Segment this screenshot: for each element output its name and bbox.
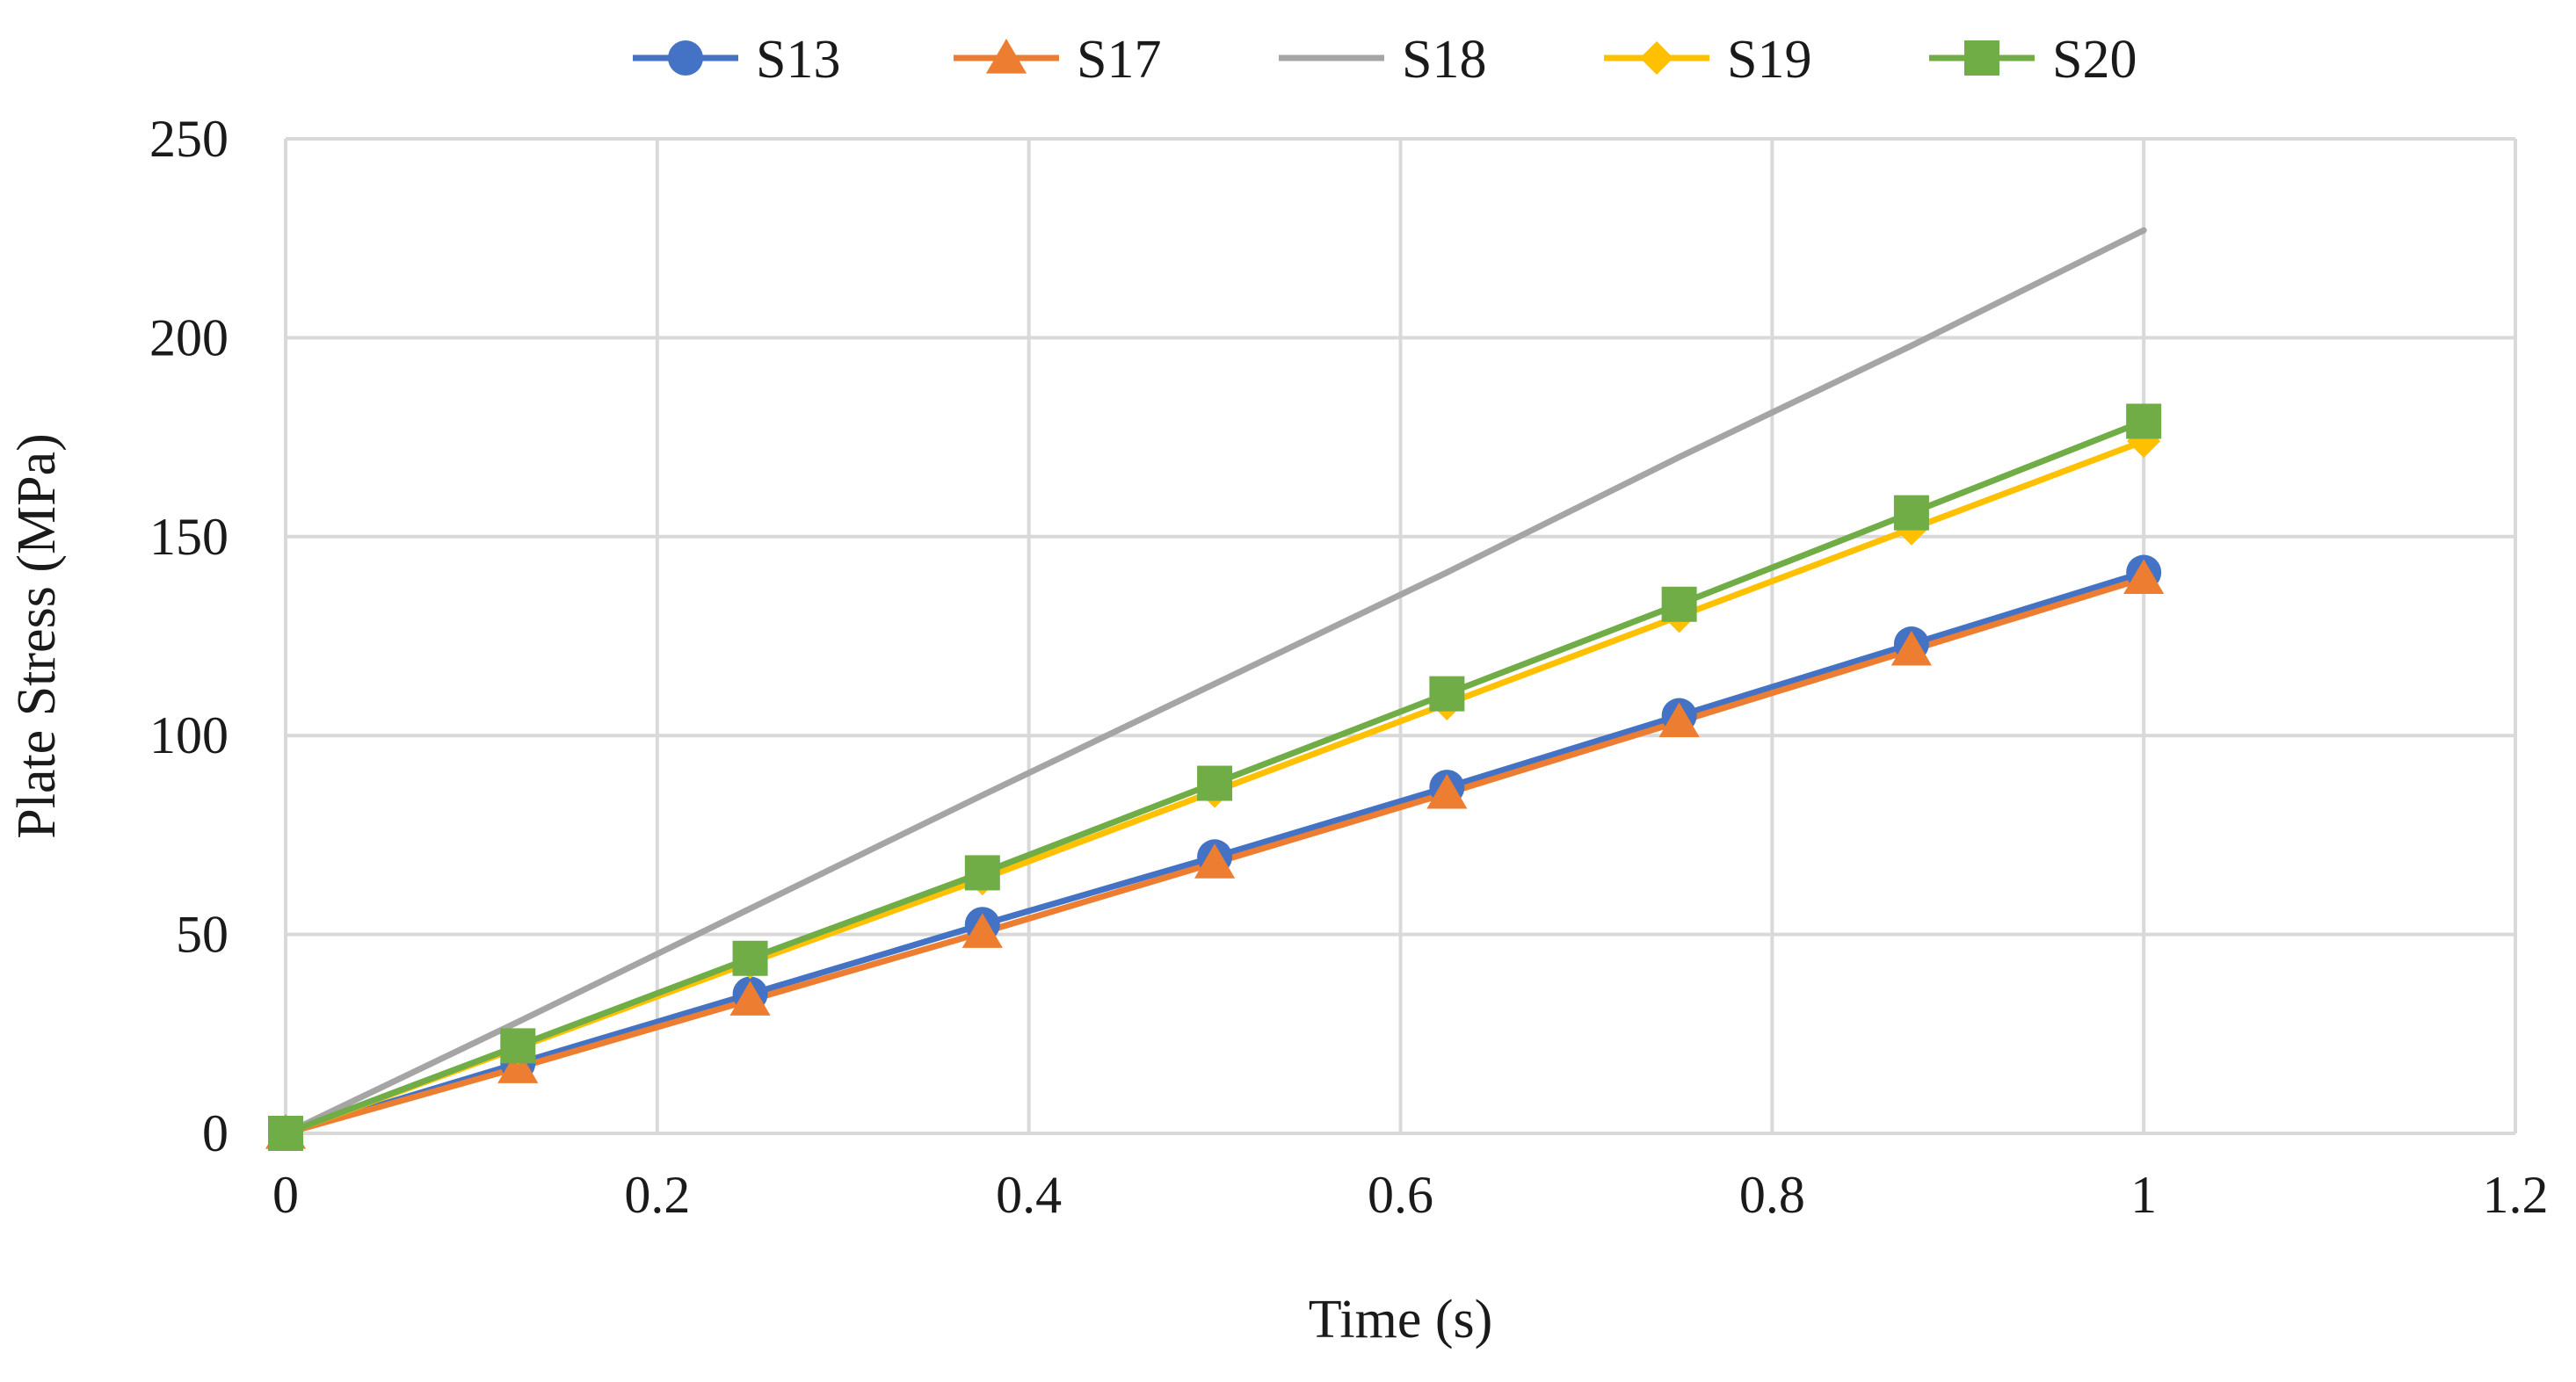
data-point-s20 (500, 1028, 536, 1064)
series-markers (265, 403, 2165, 1151)
legend-item-s18: S18 (1279, 30, 1486, 90)
x-tick-label: 0.8 (1739, 1166, 1805, 1224)
data-point-s20 (1661, 586, 1697, 622)
legend-marker-s20 (1964, 40, 1999, 76)
y-tick-label: 200 (149, 308, 229, 366)
x-tick-label: 0 (272, 1166, 299, 1224)
legend-marker-s13 (668, 40, 703, 76)
legend-label-s18: S18 (1402, 30, 1486, 90)
axes: 0 0.2 0.4 0.6 0.8 1 1.2 0 50 100 150 200 250 (149, 110, 2549, 1224)
y-tick-label: 250 (149, 110, 229, 168)
y-tick-label: 0 (202, 1104, 229, 1162)
data-point-s17 (1890, 630, 1932, 666)
data-point-s17 (497, 1048, 539, 1083)
x-tick-label: 0.2 (624, 1166, 690, 1224)
legend-label-s20: S20 (2052, 30, 2137, 90)
series-line-s18 (282, 227, 2147, 1137)
data-point-s17 (961, 913, 1003, 948)
x-tick-label: 0.4 (996, 1166, 1062, 1224)
y-axis-title: Plate Stress (MPa) (7, 433, 67, 839)
y-tick-label: 100 (149, 706, 229, 764)
data-point-s17 (1194, 843, 1236, 879)
data-point-s20 (268, 1116, 303, 1151)
legend-item-s17: S17 (954, 30, 1161, 90)
legend-label-s17: S17 (1077, 30, 1161, 90)
y-tick-label: 150 (149, 508, 229, 566)
data-point-s20 (1197, 765, 1233, 801)
legend-marker-s19 (1640, 41, 1673, 75)
data-point-s20 (964, 855, 1000, 891)
data-point-s17 (1426, 773, 1468, 809)
x-tick-label: 1.2 (2483, 1166, 2549, 1224)
legend-label-s13: S13 (756, 30, 840, 90)
legend-marker-s17 (985, 39, 1027, 74)
x-tick-label: 1 (2130, 1166, 2157, 1224)
legend-label-s19: S19 (1727, 30, 1811, 90)
data-point-s20 (732, 940, 768, 976)
legend-item-s13: S13 (633, 30, 840, 90)
data-point-s17 (1658, 702, 1700, 737)
legend: S13 S17 S18 S19 S20 (633, 30, 2137, 90)
data-point-s20 (1893, 495, 1929, 531)
gridlines (286, 137, 2517, 1133)
series-lines (282, 227, 2147, 1137)
legend-item-s19: S19 (1604, 30, 1811, 90)
data-point-s17 (729, 980, 771, 1016)
data-point-s20 (1429, 676, 1465, 712)
x-tick-label: 0.6 (1368, 1166, 1433, 1224)
data-point-s17 (2123, 559, 2165, 594)
x-axis-title: Time (s) (1309, 1290, 1493, 1349)
legend-item-s20: S20 (1929, 30, 2137, 90)
y-tick-label: 50 (176, 906, 229, 964)
data-point-s20 (2126, 403, 2162, 439)
